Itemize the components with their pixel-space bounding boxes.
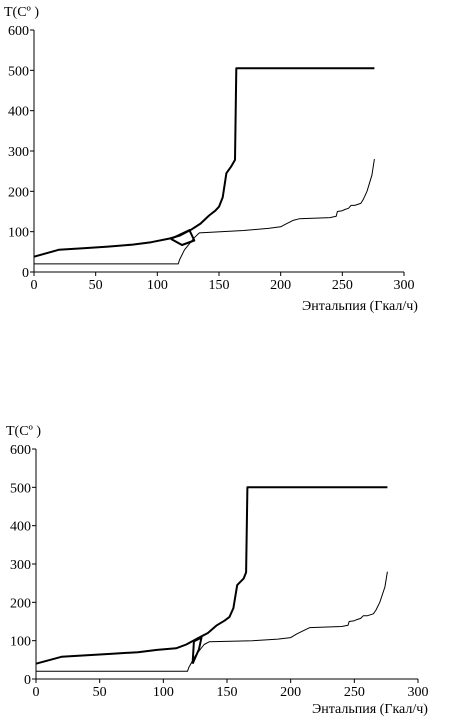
x-tick-label: 150 <box>217 685 238 700</box>
y-tick-label: 400 <box>8 105 29 120</box>
x-tick-label: 0 <box>33 685 40 700</box>
x-axis-label: Энтальпия (Гкал/ч) <box>312 702 428 717</box>
x-tick-label: 200 <box>280 685 301 700</box>
series-line-3 <box>170 229 196 246</box>
chart-2: 0 100 200 300 400 500 600 0 50 100 150 200 250 300 T(C… <box>6 424 429 717</box>
y-tick-label: 300 <box>8 145 29 160</box>
y-tick-label: 100 <box>10 635 31 650</box>
series-line-3 <box>191 636 203 665</box>
x-tick-label: 200 <box>270 278 291 293</box>
x-tick-label: 0 <box>31 278 38 293</box>
y-tick-label: 400 <box>10 520 31 535</box>
y-tick-label: 0 <box>24 673 31 688</box>
y-tick-label: 500 <box>10 481 31 496</box>
x-tick-label: 300 <box>394 278 415 293</box>
x-tick-label: 300 <box>408 685 429 700</box>
series-line-2 <box>36 571 388 672</box>
y-tick-label: 500 <box>8 64 29 79</box>
y-tick-label: 200 <box>10 596 31 611</box>
x-tick-label: 50 <box>89 278 103 293</box>
y-axis-label: T(Cº ) <box>4 5 39 20</box>
x-axis-label: Энтальпия (Гкал/ч) <box>302 299 418 314</box>
y-tick-label: 600 <box>10 443 31 458</box>
y-tick-label: 100 <box>8 226 29 241</box>
x-tick-label: 100 <box>147 278 168 293</box>
y-tick-label: 200 <box>8 185 29 200</box>
series-line-1 <box>35 486 388 665</box>
y-axis-label: T(Cº ) <box>6 424 41 439</box>
y-tick-label: 600 <box>8 24 29 39</box>
chart-1: 0 100 200 300 400 500 600 0 50 100 150 200 250 300 T(C… <box>4 5 418 314</box>
x-tick-label: 250 <box>344 685 365 700</box>
y-tick-label: 300 <box>10 558 31 573</box>
x-tick-label: 150 <box>209 278 230 293</box>
x-tick-label: 50 <box>93 685 107 700</box>
x-tick-label: 100 <box>153 685 174 700</box>
series-line-2 <box>34 159 375 265</box>
x-tick-label: 250 <box>332 278 353 293</box>
y-tick-label: 0 <box>22 266 29 281</box>
series-line-1 <box>33 67 375 258</box>
